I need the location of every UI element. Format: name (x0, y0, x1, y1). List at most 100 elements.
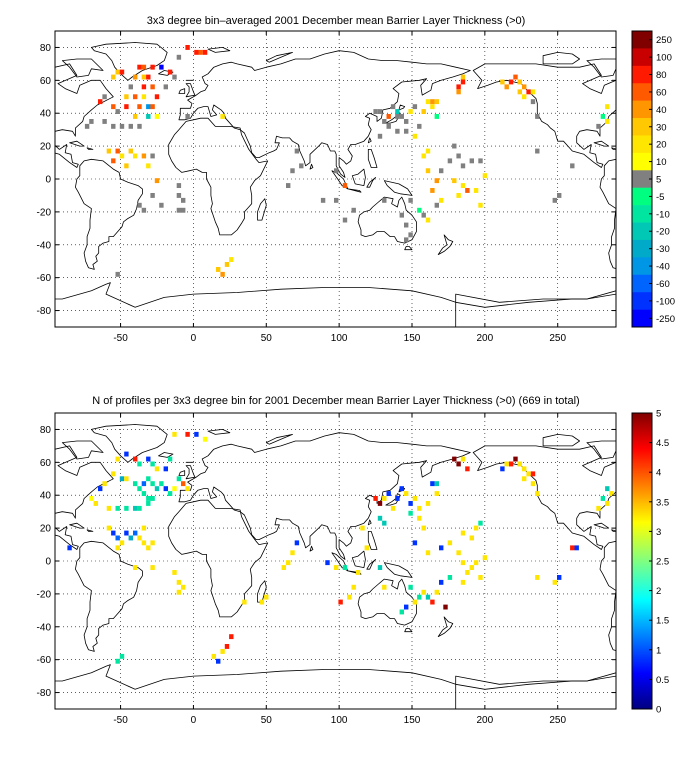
bin-cell (146, 104, 151, 110)
bin-cell (425, 217, 431, 223)
bin-cell (146, 74, 151, 80)
x-tick-label: 200 (477, 715, 494, 726)
coastline (437, 616, 454, 637)
coastline (55, 664, 616, 709)
bin-cell (478, 158, 483, 164)
bin-cell (281, 565, 286, 570)
bin-cell (334, 197, 339, 203)
bin-cell (133, 481, 138, 487)
bin-cell (119, 540, 125, 546)
bin-cell (500, 79, 505, 85)
y-tick-label: -80 (37, 688, 52, 699)
bin-cell (172, 431, 177, 437)
bin-cell (605, 104, 610, 110)
bin-cell (404, 128, 409, 134)
bin-cell (421, 109, 426, 114)
x-tick-label: 100 (331, 715, 348, 726)
bin-cell (115, 271, 120, 277)
bin-cell (425, 99, 431, 105)
bin-cell (185, 114, 190, 119)
coastline (437, 234, 454, 255)
colorbar-swatch (632, 309, 652, 328)
bin-cell (530, 89, 536, 95)
bin-cell (137, 461, 142, 467)
bin-cell (124, 476, 129, 482)
colorbar-label: -40 (656, 262, 670, 273)
colorbar-label: -100 (656, 296, 675, 307)
bin-cell (224, 262, 230, 267)
colorbar-label: 4 (656, 468, 661, 479)
bin-cell (141, 84, 147, 90)
colorbar-label: 1 (656, 645, 661, 656)
axis-ticks-bottom: -50 0 50 100 150 200 250 -80 -60 -40 -20 0 20 40 60 80 (37, 413, 616, 726)
coastline (91, 42, 168, 81)
coastline (168, 117, 269, 236)
bin-cell (342, 217, 348, 223)
bin-cell (124, 94, 129, 100)
bin-cell (552, 197, 557, 203)
bin-cell (425, 594, 431, 600)
bin-cell (382, 496, 387, 501)
coastline (398, 104, 406, 111)
bin-cell (508, 79, 514, 85)
colorbar-label: 250 (656, 35, 672, 46)
bin-cell (535, 114, 540, 119)
colorbar-bottom: 0 0.5 1 1.5 2 2.5 3 3.5 4 4.5 5 (631, 409, 669, 716)
bin-cell (469, 158, 474, 164)
bin-cell (508, 461, 514, 467)
bin-cell (106, 525, 112, 531)
coastline (611, 529, 616, 532)
bin-cell (600, 114, 606, 119)
coastline (593, 522, 610, 529)
bin-cell (465, 570, 470, 575)
bin-cell (159, 64, 164, 70)
coastline (367, 137, 372, 144)
colorbar-label: 20 (656, 140, 667, 151)
bin-cell (408, 584, 413, 590)
bin-cell (382, 197, 387, 203)
coastline (472, 63, 616, 168)
bin-cell (386, 114, 391, 119)
bin-cell (430, 599, 435, 605)
colorbar-swatch (632, 274, 652, 293)
bin-cell (290, 550, 295, 556)
bin-cell (115, 505, 120, 511)
bin-cell (355, 570, 361, 575)
bin-cell (395, 128, 400, 134)
bin-cell (290, 168, 295, 174)
bin-cell (286, 183, 291, 188)
bin-cell (150, 153, 155, 159)
bin-cell (412, 540, 418, 546)
bin-cell (176, 579, 182, 585)
bin-cell (141, 64, 147, 70)
bin-cell (377, 515, 383, 521)
coastline (599, 158, 616, 270)
bin-cell (146, 163, 151, 169)
y-tick-label: 40 (40, 491, 52, 502)
bin-cell (386, 491, 391, 496)
panel-top: 3x3 degree bin–averaged 2001 December me… (37, 15, 675, 344)
bin-cell (119, 153, 125, 159)
bin-cell (299, 163, 304, 169)
coastline (158, 452, 174, 458)
x-tick-label: -50 (113, 715, 128, 726)
coastline (367, 519, 372, 526)
bin-cell (404, 237, 409, 243)
bin-cell (154, 94, 160, 100)
bin-cell (146, 501, 151, 506)
bin-cell (115, 69, 120, 75)
bin-cell (67, 545, 72, 551)
colorbar-swatch (632, 239, 652, 258)
bin-cell (478, 202, 483, 208)
bin-cell (111, 530, 116, 536)
bin-cell (377, 133, 383, 139)
bin-cell (89, 496, 94, 501)
coastline (347, 188, 362, 193)
colorbar-label: -60 (656, 279, 670, 290)
coastline (611, 147, 616, 150)
bin-cell (128, 84, 133, 90)
bin-cell (194, 49, 199, 55)
bin-cell (390, 505, 396, 511)
bin-cell (102, 94, 107, 100)
bin-cell (469, 535, 474, 541)
